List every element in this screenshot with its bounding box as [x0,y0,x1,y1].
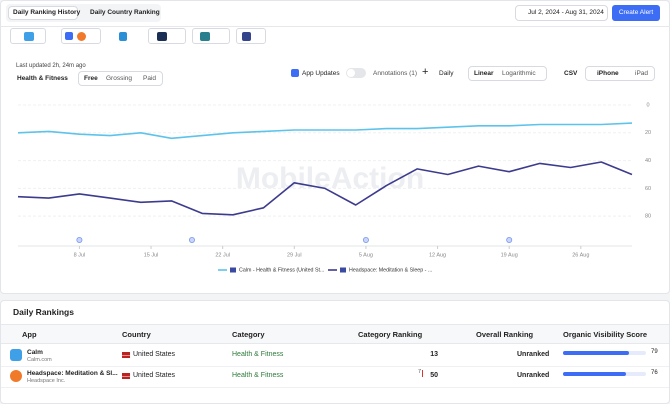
scale-tab[interactable]: Logarithmic [502,70,536,77]
rankings-card [0,300,670,404]
column-header: Category [232,330,265,339]
price-tab[interactable]: Grossing [106,75,133,82]
csv[interactable]: CSV [564,70,578,77]
create-alert[interactable]: Create Alert [612,5,660,21]
section-title: Daily Rankings [13,307,74,317]
app-update-marker [506,236,513,243]
app-name[interactable]: Calm [27,349,43,356]
app-chip[interactable] [148,28,186,44]
watermark: MobileAction [236,162,424,195]
y-tick-label: 80 [645,214,651,220]
column-header: Organic Visibility Score [563,330,648,339]
flag [122,373,130,379]
y-tick-label: 0 [646,102,649,108]
score-bar [563,372,627,376]
app-chip[interactable] [10,28,46,44]
x-tick-label: 12 Aug [429,252,446,258]
x-tick-label: 26 Aug [572,252,589,258]
column-header: Category Ranking [358,330,423,339]
app-chip[interactable] [61,28,101,44]
scale-tab[interactable]: Linear [474,70,494,77]
flag [122,352,130,358]
add-annotation[interactable]: + [422,66,429,78]
y-tick-label: 60 [645,186,651,192]
column-header: App [22,330,37,339]
interval[interactable]: Daily [439,70,454,77]
checkbox[interactable] [291,69,299,77]
divider [0,26,670,27]
category: Health & Fitness [232,351,284,358]
column-header: Overall Ranking [476,330,534,339]
toggle[interactable] [346,68,366,78]
category: Health & Fitness [232,372,284,379]
x-tick-label: 8 Jul [74,252,86,258]
device-tab[interactable]: iPhone [597,70,619,77]
app-chip[interactable] [236,28,266,44]
x-tick-label: 22 Jul [215,252,230,258]
app-update-marker [76,236,83,243]
overall-ranking: Unranked [517,351,550,358]
price-tab[interactable]: Paid [143,75,157,82]
app-icon [10,349,22,361]
tab[interactable]: Daily Country Ranking [90,9,160,16]
y-tick-label: 40 [645,158,651,164]
date-range: Jul 2, 2024 - Aug 31, 2024 [528,9,604,16]
app-icon [10,370,22,382]
row-divider [1,366,669,367]
table-header [1,324,669,344]
annotations[interactable]: Annotations (1) [373,70,418,77]
app-chip[interactable] [192,28,230,44]
ranking-chart: MobileAction 0 20 40 60 80 8 Jul 15 Jul 22 Jul 2… [17,102,651,273]
series-line [17,122,633,140]
category-ranking: 50 [430,372,438,379]
x-tick-label: 15 Jul [144,252,159,258]
country: United States [133,351,176,358]
rank-change: 7 [418,369,422,375]
app-chip[interactable] [105,28,141,44]
tab[interactable]: Daily Ranking History [13,9,81,16]
series-line [17,161,633,216]
category-select[interactable]: Health & Fitness [17,75,68,82]
score-bar [563,351,629,355]
app-update-marker [362,236,369,243]
price-tabs [78,71,163,86]
score-value: 79 [651,349,658,355]
y-tick-label: 20 [645,130,651,136]
rank-arrow [422,370,423,377]
app-name[interactable]: Headspace: Meditation & Sl... [27,370,118,377]
history-card [0,0,670,294]
date-picker[interactable] [515,5,608,21]
legend-flag [230,267,236,273]
legend-label: Calm - Health & Fitness (United St... [239,267,324,273]
developer: Calm.com [27,357,52,363]
developer: Headspace Inc. [27,378,66,384]
device-tabs [585,66,655,81]
legend-flag [340,267,346,273]
x-tick-label: 19 Aug [501,252,518,258]
row-divider [1,387,669,388]
scale-tabs [468,66,547,81]
column-header: Country [122,330,151,339]
x-tick-label: 5 Aug [359,252,373,258]
overall-ranking: Unranked [517,372,550,379]
tab-active[interactable] [8,6,78,20]
legend-label: Headspace: Meditation & Sleep - ... [349,267,432,273]
app-update-marker [188,236,195,243]
app-updates[interactable]: App Updates [302,70,340,77]
category-ranking: 13 [430,351,438,358]
price-tab[interactable]: Free [84,75,98,82]
score-value: 76 [651,370,658,376]
country: United States [133,372,176,379]
last-updated: Last updated 2h, 24m ago [16,63,86,69]
x-tick-label: 29 Jul [287,252,302,258]
device-tab[interactable]: iPad [635,70,649,77]
